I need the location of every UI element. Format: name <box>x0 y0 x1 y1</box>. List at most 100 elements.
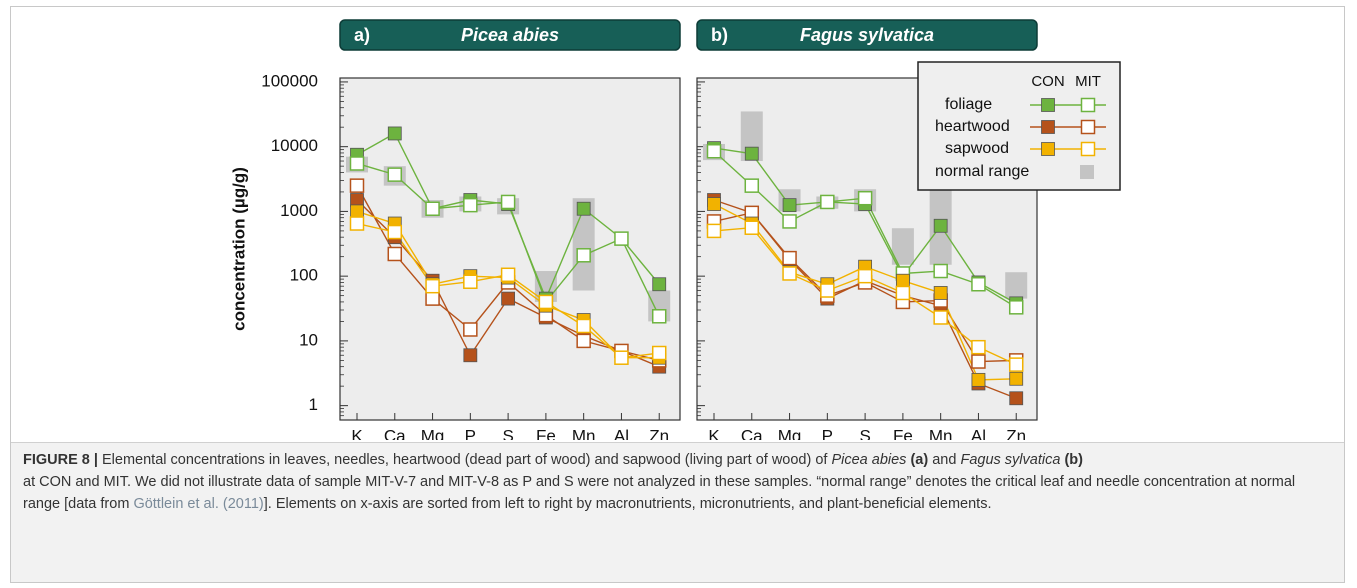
marker-open <box>349 216 365 231</box>
marker-filled <box>782 198 797 213</box>
marker-open <box>651 309 667 324</box>
caption-species: Picea abies <box>831 452 907 468</box>
marker-open <box>1008 357 1024 372</box>
caption-text: at CON and MIT. We did not illustrate da… <box>23 474 1296 512</box>
marker-open <box>500 267 516 283</box>
x-tick-label: K <box>351 426 363 440</box>
marker-open <box>706 223 722 239</box>
marker-open <box>744 220 760 235</box>
marker-open <box>857 190 873 206</box>
legend-group: MIT <box>1075 73 1101 90</box>
x-tick-label: Mn <box>929 426 953 440</box>
x-tick-label: Mg <box>421 426 445 440</box>
legend-group: CON <box>1031 73 1064 90</box>
marker-open <box>576 248 591 263</box>
marker-open <box>614 350 629 365</box>
x-tick-label: Ca <box>741 426 763 440</box>
marker-open <box>614 231 629 246</box>
marker-filled <box>350 204 364 219</box>
marker-open <box>349 178 365 193</box>
marker-filled <box>387 126 402 141</box>
caption: FIGURE 8 | Elemental concentrations in l… <box>11 442 1344 582</box>
legend-marker <box>1041 98 1055 112</box>
marker-open <box>425 201 440 216</box>
panel-header <box>696 19 1038 51</box>
marker-open <box>349 156 365 171</box>
figure-frame <box>10 6 1345 583</box>
caption-citation: Göttlein et al. (2011) <box>133 496 264 512</box>
x-tick-label: K <box>708 426 720 440</box>
y-tick-label: 1000 <box>280 201 318 220</box>
y-tick-label: 1 <box>309 395 318 414</box>
marker-open <box>820 283 835 298</box>
marker-filled <box>1009 391 1024 406</box>
marker-filled <box>895 273 910 288</box>
marker-open <box>744 178 760 193</box>
marker-filled <box>501 291 516 306</box>
marker-open <box>933 263 948 279</box>
marker-open <box>782 266 797 281</box>
panel-label: b) <box>711 25 728 45</box>
x-tick-label: S <box>859 426 870 440</box>
x-tick-label: P <box>822 426 833 440</box>
marker-open <box>971 354 986 369</box>
marker-filled <box>652 277 667 292</box>
x-tick-label: Zn <box>1006 426 1026 440</box>
caption-species: Fagus sylvatica <box>960 452 1061 468</box>
marker-filled <box>933 218 948 233</box>
marker-filled <box>933 286 948 300</box>
marker-open <box>500 194 516 210</box>
x-tick-label: Mn <box>572 426 596 440</box>
marker-open <box>576 318 591 334</box>
legend-marker <box>1080 141 1096 157</box>
legend-label: heartwood <box>935 118 1010 135</box>
marker-open <box>971 339 986 355</box>
marker-open <box>425 291 440 306</box>
marker-open <box>971 276 986 292</box>
panel-species: Picea abies <box>461 25 559 45</box>
marker-open <box>463 197 478 213</box>
x-tick-label: S <box>502 426 513 440</box>
chart: a) Picea abies 1 10 100 1000 10000 100000 concen… <box>229 19 1121 440</box>
caption-text: and <box>932 452 957 468</box>
caption-text: ]. Elements on x-axis are sorted from le… <box>263 496 992 512</box>
marker-open <box>576 333 591 349</box>
marker-open <box>820 194 835 210</box>
y-tick-label: 100000 <box>261 71 318 90</box>
legend-range <box>1080 165 1094 179</box>
x-tick-label: Al <box>614 426 629 440</box>
marker-filled <box>744 146 759 161</box>
marker-open <box>706 143 722 159</box>
x-tick-label: Fe <box>893 426 913 440</box>
legend-marker <box>1080 97 1096 113</box>
marker-open <box>387 246 403 262</box>
marker-open <box>425 278 440 294</box>
marker-open <box>538 294 554 310</box>
marker-open <box>387 224 403 240</box>
y-tick-label: 10000 <box>271 136 318 155</box>
marker-open <box>857 268 873 284</box>
y-axis-label: concentration (µg/g) <box>229 167 248 331</box>
legend-label: sapwood <box>945 140 1009 157</box>
marker-open <box>933 310 948 325</box>
marker-filled <box>576 201 591 216</box>
marker-filled <box>1009 371 1024 386</box>
normal-range <box>1005 272 1028 299</box>
legend-label: normal range <box>935 163 1029 180</box>
legend-marker <box>1080 119 1096 135</box>
caption-text: Elemental concentrations in leaves, need… <box>102 452 828 468</box>
normal-range <box>891 228 914 265</box>
marker-open <box>651 345 667 361</box>
marker-open <box>1008 300 1024 315</box>
marker-open <box>463 274 478 289</box>
legend-label: foliage <box>945 96 992 113</box>
y-tick-label: 10 <box>299 330 318 349</box>
marker-open <box>782 214 797 229</box>
marker-open <box>782 250 797 266</box>
x-tick-label: Fe <box>536 426 556 440</box>
panel-label: a) <box>354 25 370 45</box>
marker-open <box>463 322 478 337</box>
marker-filled <box>463 348 478 363</box>
x-tick-label: Ca <box>384 426 406 440</box>
